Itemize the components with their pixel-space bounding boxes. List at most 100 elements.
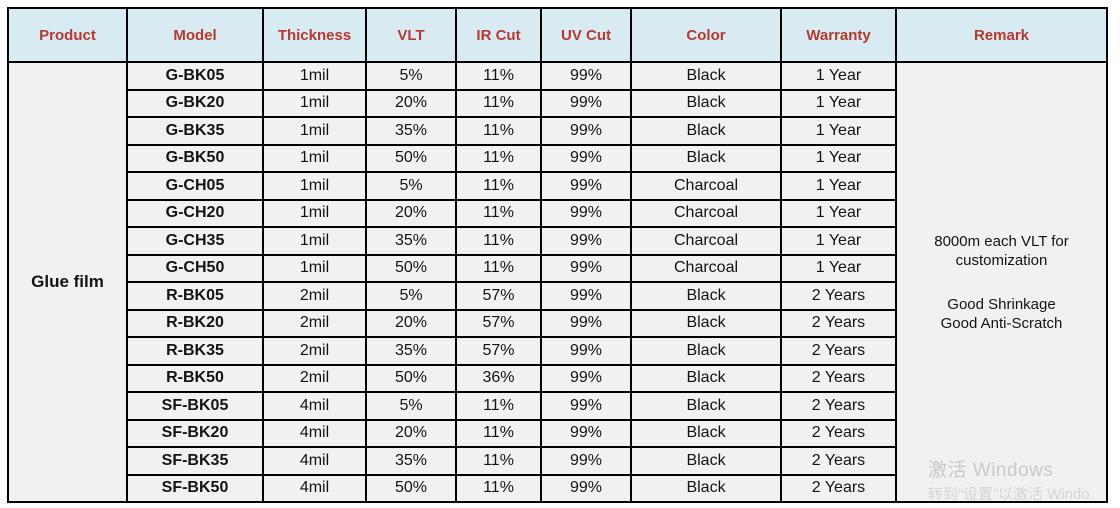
cell-model: G-BK50 (126, 143, 264, 173)
header-color: Color (630, 7, 782, 63)
cell-color: Charcoal (630, 198, 782, 228)
cell-color: Black (630, 308, 782, 338)
cell-model: G-CH05 (126, 171, 264, 201)
table-row: G-CH35 1mil 35% 11% 99% Charcoal 1 Year (8, 226, 1107, 256)
header-row: Product Model Thickness VLT IR Cut UV Cu… (7, 7, 1108, 63)
remark-cell: 8000m each VLT for customization Good Shri… (895, 61, 1108, 503)
cell-ir-cut: 11% (455, 446, 542, 476)
cell-thickness: 4mil (262, 418, 367, 448)
cell-color: Black (630, 116, 782, 146)
header-thickness: Thickness (262, 7, 367, 63)
cell-color: Black (630, 336, 782, 366)
product-cell: Glue film (7, 61, 128, 503)
cell-ir-cut: 57% (455, 281, 542, 311)
cell-vlt: 35% (365, 446, 457, 476)
cell-vlt: 20% (365, 198, 457, 228)
cell-thickness: 2mil (262, 281, 367, 311)
cell-vlt: 35% (365, 116, 457, 146)
cell-model: R-BK35 (126, 336, 264, 366)
cell-warranty: 1 Year (780, 88, 897, 118)
cell-warranty: 2 Years (780, 363, 897, 393)
cell-thickness: 1mil (262, 198, 367, 228)
cell-warranty: 1 Year (780, 116, 897, 146)
cell-uv-cut: 99% (540, 446, 632, 476)
cell-uv-cut: 99% (540, 116, 632, 146)
cell-vlt: 35% (365, 336, 457, 366)
cell-color: Charcoal (630, 226, 782, 256)
table-row: G-BK35 1mil 35% 11% 99% Black 1 Year (8, 116, 1107, 146)
cell-thickness: 4mil (262, 473, 367, 503)
cell-warranty: 2 Years (780, 308, 897, 338)
cell-ir-cut: 11% (455, 88, 542, 118)
cell-model: G-CH20 (126, 198, 264, 228)
cell-warranty: 2 Years (780, 446, 897, 476)
table-row: G-CH05 1mil 5% 11% 99% Charcoal 1 Year (8, 171, 1107, 201)
cell-uv-cut: 99% (540, 253, 632, 283)
cell-uv-cut: 99% (540, 308, 632, 338)
cell-thickness: 1mil (262, 116, 367, 146)
cell-warranty: 2 Years (780, 473, 897, 503)
cell-ir-cut: 11% (455, 226, 542, 256)
header-uv-cut: UV Cut (540, 7, 632, 63)
table-row: R-BK35 2mil 35% 57% 99% Black 2 Years (8, 336, 1107, 366)
cell-ir-cut: 11% (455, 198, 542, 228)
cell-model: G-BK35 (126, 116, 264, 146)
cell-color: Black (630, 281, 782, 311)
cell-ir-cut: 11% (455, 116, 542, 146)
table-row: SF-BK20 4mil 20% 11% 99% Black 2 Years (8, 418, 1107, 448)
cell-color: Black (630, 391, 782, 421)
cell-warranty: 2 Years (780, 336, 897, 366)
cell-warranty: 2 Years (780, 391, 897, 421)
cell-color: Black (630, 88, 782, 118)
remark-text: 8000m each VLT for customization Good Shri… (898, 232, 1105, 333)
cell-thickness: 1mil (262, 226, 367, 256)
cell-model: G-CH35 (126, 226, 264, 256)
cell-thickness: 1mil (262, 88, 367, 118)
table-row: G-CH50 1mil 50% 11% 99% Charcoal 1 Year (8, 253, 1107, 283)
table-row: Glue film G-BK05 1mil 5% 11% 99% Black 1 Year 80… (7, 61, 1108, 503)
cell-ir-cut: 57% (455, 336, 542, 366)
cell-thickness: 2mil (262, 336, 367, 366)
header-vlt: VLT (365, 7, 457, 63)
cell-ir-cut: 11% (455, 171, 542, 201)
cell-uv-cut: 99% (540, 281, 632, 311)
cell-warranty: 1 Year (780, 226, 897, 256)
cell-vlt: 20% (365, 308, 457, 338)
cell-vlt: 5% (365, 391, 457, 421)
cell-thickness: 2mil (262, 308, 367, 338)
cell-vlt: 5% (365, 171, 457, 201)
cell-model: SF-BK50 (126, 473, 264, 503)
cell-warranty: 1 Year (780, 171, 897, 201)
table-row: G-BK50 1mil 50% 11% 99% Black 1 Year (8, 143, 1107, 173)
cell-uv-cut: 99% (540, 473, 632, 503)
cell-ir-cut: 57% (455, 308, 542, 338)
cell-vlt: 20% (365, 418, 457, 448)
cell-vlt: 35% (365, 226, 457, 256)
cell-vlt: 50% (365, 253, 457, 283)
table-row: G-CH20 1mil 20% 11% 99% Charcoal 1 Year (8, 198, 1107, 228)
table-row: R-BK50 2mil 50% 36% 99% Black 2 Years (8, 363, 1107, 393)
cell-warranty: 1 Year (780, 253, 897, 283)
cell-ir-cut: 11% (455, 253, 542, 283)
cell-vlt: 50% (365, 363, 457, 393)
cell-ir-cut: 11% (455, 418, 542, 448)
cell-uv-cut: 99% (540, 363, 632, 393)
cell-thickness: 1mil (262, 143, 367, 173)
table-row: SF-BK35 4mil 35% 11% 99% Black 2 Years (8, 446, 1107, 476)
cell-ir-cut: 11% (455, 473, 542, 503)
cell-color: Black (630, 61, 782, 91)
table-row: R-BK05 2mil 5% 57% 99% Black 2 Years (8, 281, 1107, 311)
cell-color: Black (630, 473, 782, 503)
cell-model: R-BK20 (126, 308, 264, 338)
cell-uv-cut: 99% (540, 88, 632, 118)
header-warranty: Warranty (780, 7, 897, 63)
header-model: Model (126, 7, 264, 63)
cell-uv-cut: 99% (540, 198, 632, 228)
header-remark: Remark (895, 7, 1108, 63)
table-row: G-BK20 1mil 20% 11% 99% Black 1 Year (8, 88, 1107, 118)
cell-uv-cut: 99% (540, 143, 632, 173)
cell-ir-cut: 11% (455, 61, 542, 91)
cell-warranty: 2 Years (780, 418, 897, 448)
cell-uv-cut: 99% (540, 226, 632, 256)
cell-color: Black (630, 446, 782, 476)
